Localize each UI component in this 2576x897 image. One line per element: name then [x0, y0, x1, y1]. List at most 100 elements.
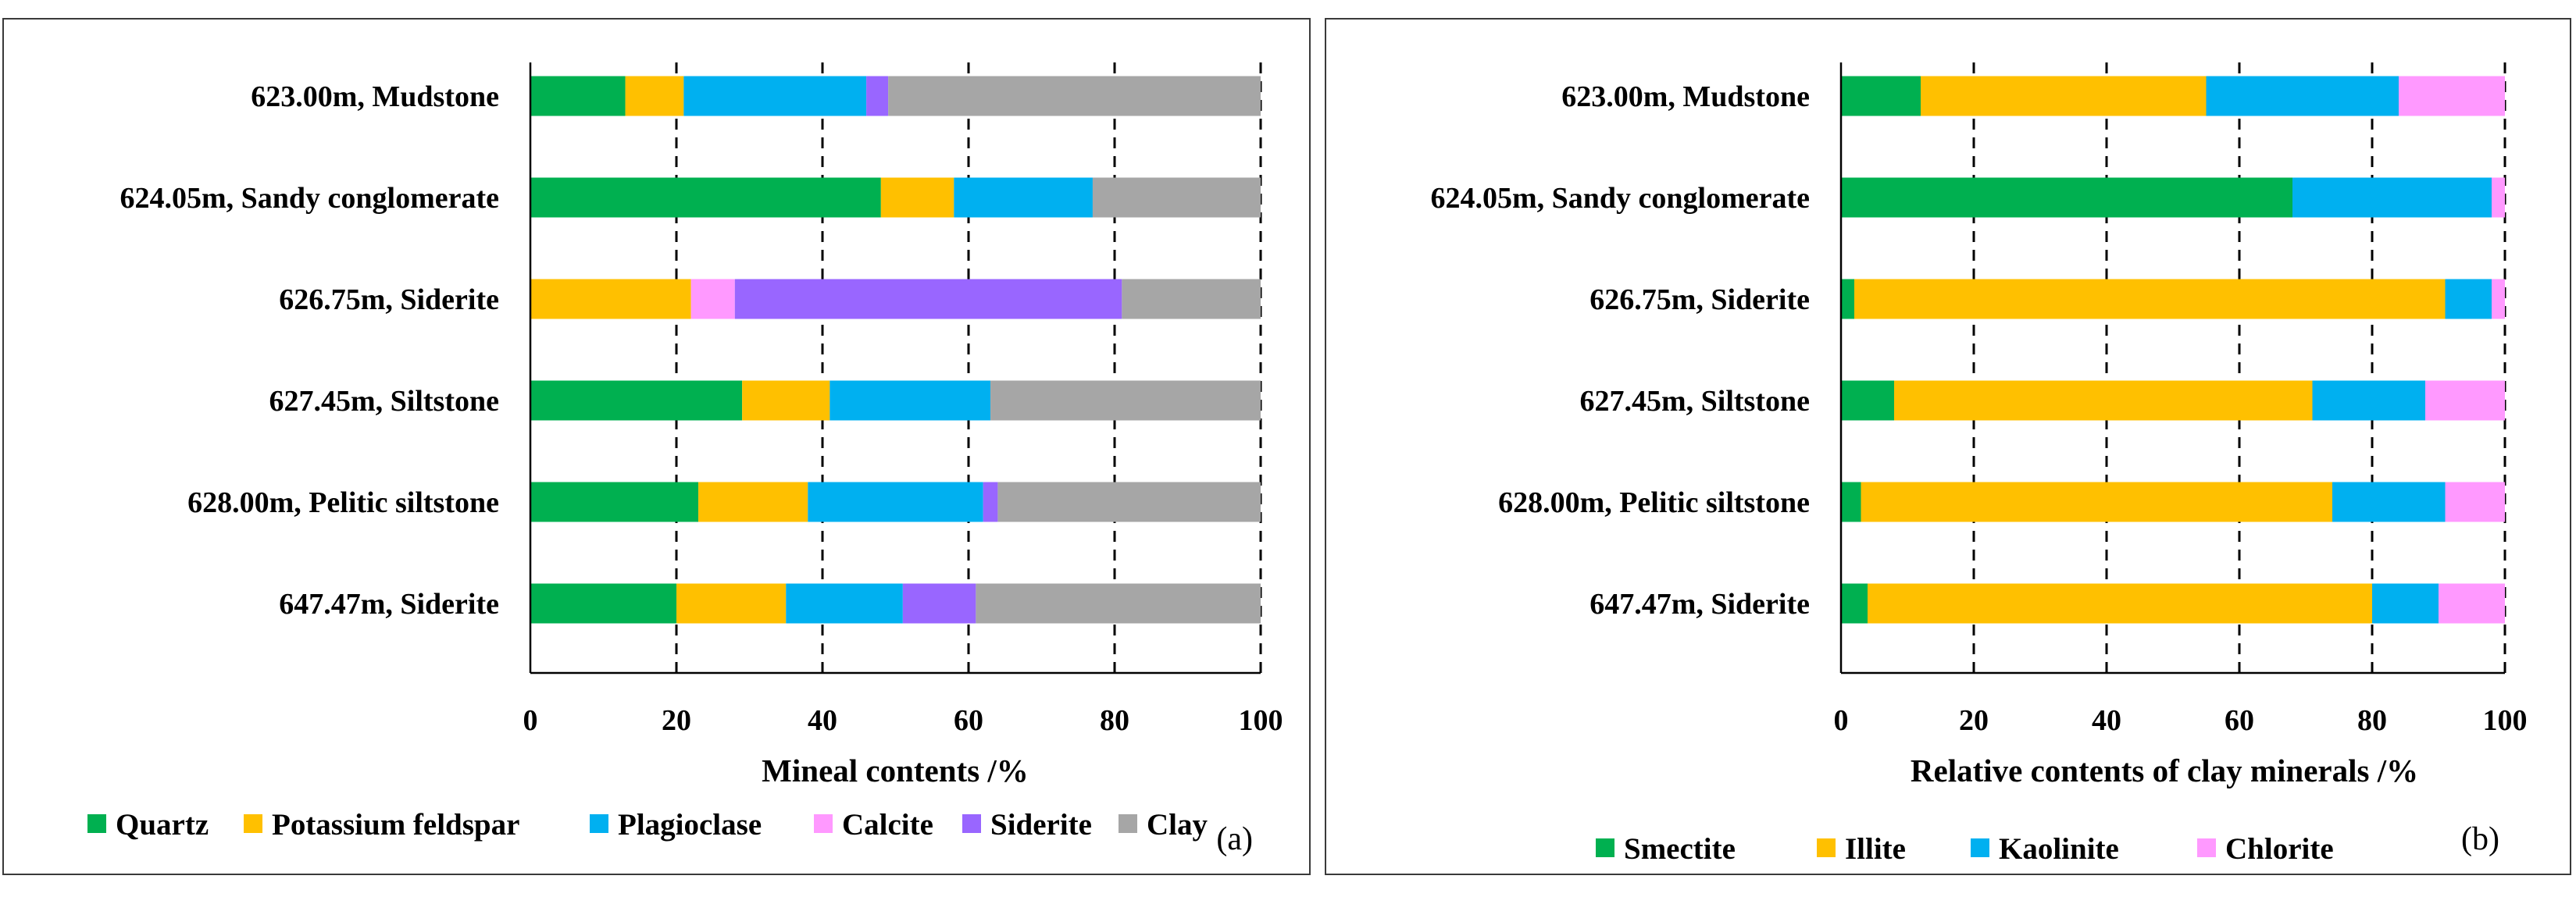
panel-b-bar-illite-0 — [1921, 76, 2207, 116]
panel-b-legend-swatch-smectite — [1596, 838, 1614, 857]
panel-a-bar-quartz-3 — [530, 380, 743, 421]
panel-a-tag: (a) — [1216, 821, 1253, 857]
panel-a-legend-label-plagioclase: Plagioclase — [618, 808, 762, 842]
panel-b-bar-smectite-2 — [1841, 279, 1854, 319]
panel-b-bar-illite-5 — [1868, 583, 2372, 624]
panel-a-bar-calcite-2 — [690, 279, 735, 319]
panel-a-bar-quartz-5 — [530, 583, 676, 624]
panel-a-bar-potassium-feldspar-1 — [880, 177, 954, 218]
panel-a-tick-label-0: 0 — [523, 704, 538, 737]
panel-a-bar-siderite-0 — [866, 76, 889, 116]
panel-a-tick-label-20: 20 — [662, 704, 691, 737]
panel-a-bar-potassium-feldspar-0 — [625, 76, 684, 116]
panel-a-bar-siderite-4 — [983, 482, 998, 522]
panel-a-bar-plagioclase-4 — [808, 482, 983, 522]
chart-panel-a: 623.00m, Mudstone 624.05m, Sandy conglome… — [87, 62, 1283, 857]
panel-a-legend-swatch-clay — [1119, 814, 1137, 833]
panel-b-bar-kaolinite-2 — [2445, 279, 2492, 319]
panel-b-tick-label-40: 40 — [2092, 704, 2121, 737]
panel-b-x-axis-title: Relative contents of clay minerals /% — [1911, 753, 2418, 788]
panel-b-legend-swatch-chlorite — [2197, 838, 2216, 857]
panel-a-legend-swatch-plagioclase — [590, 814, 608, 833]
panel-b-tick-label-100: 100 — [2483, 704, 2528, 737]
panel-b-bar-chlorite-0 — [2399, 76, 2505, 116]
panel-a-tick-label-60: 60 — [954, 704, 983, 737]
panel-a-bar-potassium-feldspar-2 — [530, 279, 691, 319]
panel-a-legend-swatch-siderite — [962, 814, 981, 833]
panel-b-bar-chlorite-3 — [2425, 380, 2505, 421]
panel-b-bar-illite-3 — [1894, 380, 2313, 421]
panel-b-legend-label-kaolinite: Kaolinite — [1999, 832, 2119, 866]
panel-a-bar-quartz-0 — [530, 76, 626, 116]
panel-a-frame — [2, 18, 1311, 875]
panel-a-legend-label-potassium-feldspar: Potassium feldspar — [272, 808, 519, 842]
panel-b-legend-swatch-illite — [1817, 838, 1836, 857]
panel-a-x-axis-title: Mineal contents /% — [762, 753, 1029, 788]
panel-b-category-label-5: 647.47m, Siderite — [1589, 588, 1810, 621]
panel-b-category-label-0: 623.00m, Mudstone — [1561, 80, 1810, 113]
panel-b-legend-label-smectite: Smectite — [1624, 832, 1736, 866]
panel-a-bar-plagioclase-1 — [954, 177, 1093, 218]
panel-b-category-label-3: 627.45m, Siltstone — [1580, 385, 1811, 418]
panel-b-bar-chlorite-2 — [2492, 279, 2505, 319]
panel-b-bar-smectite-1 — [1841, 177, 2292, 218]
panel-b-bar-kaolinite-4 — [2332, 482, 2446, 522]
panel-a-category-label-0: 623.00m, Mudstone — [251, 80, 499, 113]
chart-panel-b: 623.00m, Mudstone 624.05m, Sandy conglome… — [1430, 62, 2528, 866]
panel-b-legend-swatch-kaolinite — [1971, 838, 1989, 857]
panel-a-bar-quartz-4 — [530, 482, 699, 522]
panel-b-bar-smectite-5 — [1841, 583, 1868, 624]
panel-b-bar-chlorite-5 — [2439, 583, 2505, 624]
panel-b-tick-label-20: 20 — [1959, 704, 1989, 737]
panel-b-bar-chlorite-1 — [2492, 177, 2505, 218]
panel-a-bar-siderite-2 — [734, 279, 1122, 319]
panel-a-legend-label-clay: Clay — [1147, 808, 1208, 842]
panel-a-legend-swatch-quartz — [87, 814, 106, 833]
panel-a-legend-swatch-potassium-feldspar — [244, 814, 262, 833]
panel-b-bar-smectite-0 — [1841, 76, 1921, 116]
panel-b-bar-illite-2 — [1854, 279, 2446, 319]
panel-a-category-label-5: 647.47m, Siderite — [279, 588, 499, 621]
panel-b-tick-label-60: 60 — [2225, 704, 2254, 737]
panel-a-tick-label-100: 100 — [1239, 704, 1283, 737]
panel-a-tick-label-80: 80 — [1100, 704, 1129, 737]
panel-b-category-label-4: 628.00m, Pelitic siltstone — [1498, 486, 1810, 519]
panel-a-bar-clay-1 — [1092, 177, 1261, 218]
panel-a-category-label-2: 626.75m, Siderite — [279, 283, 499, 316]
panel-b-bar-kaolinite-5 — [2372, 583, 2439, 624]
panel-b-legend-label-illite: Illite — [1845, 832, 1906, 866]
panel-a-bar-clay-4 — [997, 482, 1261, 522]
panel-a-bar-clay-3 — [990, 380, 1261, 421]
panel-b-bar-illite-4 — [1861, 482, 2332, 522]
panel-b-tick-label-0: 0 — [1834, 704, 1849, 737]
panel-b-bar-kaolinite-0 — [2206, 76, 2399, 116]
panel-b-bar-kaolinite-1 — [2292, 177, 2492, 218]
panel-a-bar-potassium-feldspar-3 — [742, 380, 830, 421]
panel-a-bar-siderite-5 — [902, 583, 976, 624]
panel-a-bar-plagioclase-5 — [786, 583, 903, 624]
panel-b-category-label-1: 624.05m, Sandy conglomerate — [1430, 182, 1810, 215]
panel-a-bar-potassium-feldspar-4 — [698, 482, 808, 522]
panel-a-tick-label-40: 40 — [808, 704, 837, 737]
panel-a-legend-label-calcite: Calcite — [842, 808, 933, 842]
panel-b-category-label-2: 626.75m, Siderite — [1589, 283, 1810, 316]
panel-b-tick-label-80: 80 — [2357, 704, 2387, 737]
panel-b-bar-smectite-4 — [1841, 482, 1861, 522]
panel-b-bar-kaolinite-3 — [2312, 380, 2425, 421]
panel-a-bar-plagioclase-3 — [830, 380, 991, 421]
panel-a-legend-label-siderite: Siderite — [990, 808, 1092, 842]
panel-b-bar-smectite-3 — [1841, 380, 1894, 421]
panel-a-category-label-3: 627.45m, Siltstone — [269, 385, 500, 418]
panel-a-bar-clay-2 — [1122, 279, 1261, 319]
panel-b-frame — [1325, 18, 2571, 875]
panel-a-legend-swatch-calcite — [814, 814, 833, 833]
panel-a-bar-potassium-feldspar-5 — [676, 583, 787, 624]
panel-a-bar-clay-5 — [976, 583, 1261, 624]
panel-a-bar-clay-0 — [888, 76, 1261, 116]
panel-b-legend-label-chlorite: Chlorite — [2225, 832, 2334, 866]
panel-a-bar-quartz-1 — [530, 177, 881, 218]
panel-b-tag: (b) — [2461, 821, 2499, 857]
panel-a-bar-plagioclase-0 — [683, 76, 867, 116]
panel-a-category-label-4: 628.00m, Pelitic siltstone — [187, 486, 499, 519]
